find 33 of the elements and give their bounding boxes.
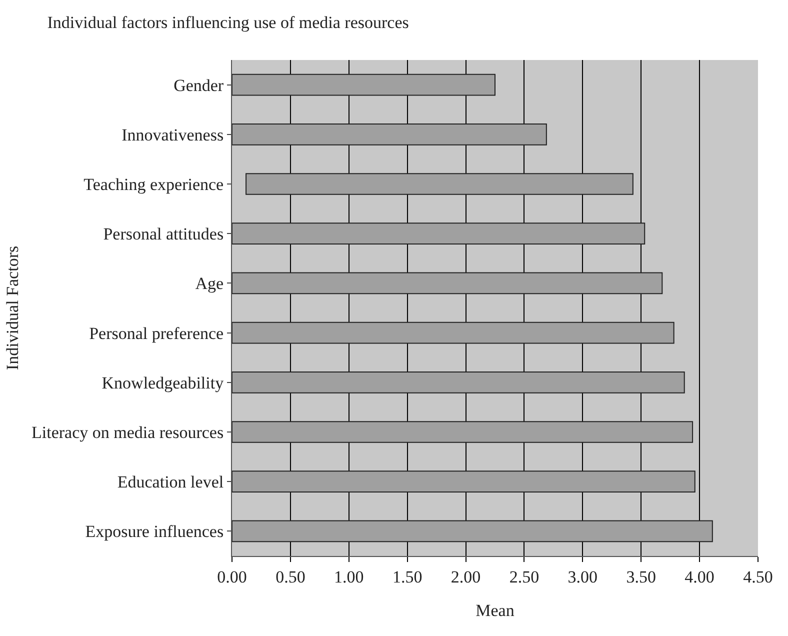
y-tick-label: Knowledgeability bbox=[102, 373, 224, 392]
bar bbox=[232, 222, 646, 245]
x-tick-label: 0.50 bbox=[276, 567, 306, 586]
bar bbox=[232, 520, 713, 542]
x-tick-label: 1.00 bbox=[334, 567, 364, 586]
y-tick-label: Gender bbox=[174, 76, 224, 95]
y-tick-label: Exposure influences bbox=[85, 522, 224, 542]
y-tick-label: Literacy on media resources bbox=[31, 422, 224, 442]
x-tick-label: 1.50 bbox=[392, 567, 422, 586]
bar bbox=[232, 470, 696, 493]
chart-title: Individual factors influencing use of media resources bbox=[47, 12, 409, 32]
x-axis-title: Mean bbox=[476, 600, 515, 620]
y-tick-label: Innovativeness bbox=[122, 125, 224, 144]
x-tick-label: 3.50 bbox=[626, 567, 656, 586]
y-tick-label: Education level bbox=[117, 472, 224, 492]
x-tick-label: 0.00 bbox=[217, 567, 247, 586]
bar bbox=[232, 74, 496, 96]
y-tick-label: Age bbox=[195, 274, 224, 294]
x-tick-label: 4.00 bbox=[684, 567, 714, 586]
y-tick-label: Personal attitudes bbox=[103, 224, 224, 244]
x-tick-label: 2.00 bbox=[450, 567, 481, 586]
y-tick-label: Teaching experience bbox=[84, 174, 224, 194]
x-tick-label: 3.00 bbox=[568, 567, 598, 586]
bar bbox=[232, 272, 663, 294]
y-axis-title: Individual Factors bbox=[3, 246, 22, 370]
x-tick-label: 4.50 bbox=[743, 567, 773, 586]
bar bbox=[232, 322, 674, 344]
bar bbox=[232, 123, 547, 146]
y-tick-label: Personal preference bbox=[89, 324, 224, 343]
bar bbox=[232, 421, 694, 443]
bar bbox=[232, 371, 685, 394]
bar bbox=[246, 173, 634, 195]
x-tick-label: 2.50 bbox=[509, 567, 540, 586]
